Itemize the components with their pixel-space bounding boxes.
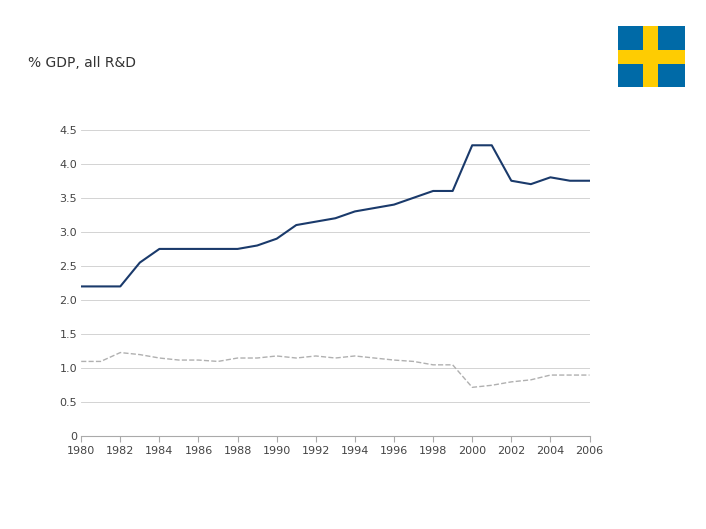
Bar (618, 50, 685, 63)
Text: % GDP, all R&D: % GDP, all R&D (28, 56, 136, 69)
Bar (643, 26, 658, 87)
